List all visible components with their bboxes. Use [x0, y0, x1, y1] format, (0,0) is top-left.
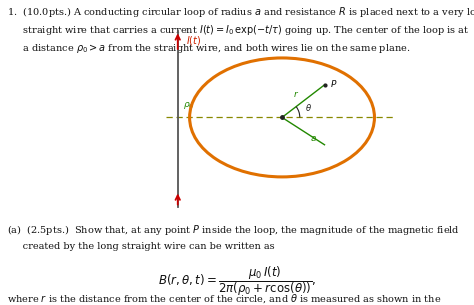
Text: $B(r,\theta,t) = \dfrac{\mu_0\,I(t)}{2\pi(\rho_0 + r\cos(\theta))},$: $B(r,\theta,t) = \dfrac{\mu_0\,I(t)}{2\p… — [158, 264, 316, 298]
Text: $\theta$: $\theta$ — [305, 102, 312, 113]
Text: $I(t)$: $I(t)$ — [186, 34, 202, 47]
Text: (a)  (2.5pts.)  Show that, at any point $P$ inside the loop, the magnitude of th: (a) (2.5pts.) Show that, at any point $P… — [7, 223, 460, 237]
Text: $a$: $a$ — [310, 134, 317, 143]
Text: 1.  (10.0pts.) A conducting circular loop of radius $a$ and resistance $R$ is pl: 1. (10.0pts.) A conducting circular loop… — [7, 5, 474, 19]
Text: $r$: $r$ — [293, 88, 300, 99]
Text: a distance $\rho_0 > a$ from the straight wire, and both wires lie on the same p: a distance $\rho_0 > a$ from the straigh… — [7, 42, 410, 56]
Text: $\rho_0$: $\rho_0$ — [183, 100, 194, 111]
Text: created by the long straight wire can be written as: created by the long straight wire can be… — [7, 242, 275, 251]
Text: $P$: $P$ — [330, 77, 338, 88]
Text: where $r$ is the distance from the center of the circle, and $\theta$ is measure: where $r$ is the distance from the cente… — [7, 292, 441, 305]
Text: straight wire that carries a current $I(t) = I_0\,\exp(-t/\tau)$ going up. The c: straight wire that carries a current $I(… — [7, 23, 469, 38]
